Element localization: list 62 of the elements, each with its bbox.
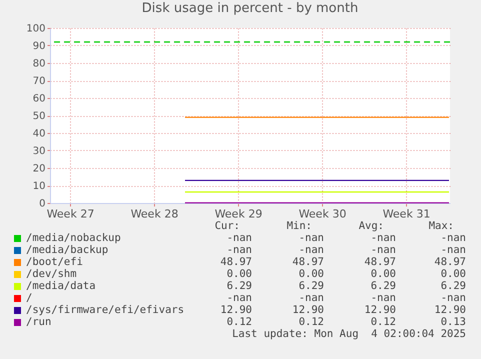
legend-label: /media/nobackup — [26, 232, 121, 244]
text: -nan — [440, 232, 466, 244]
legend-label: / — [26, 292, 32, 304]
text: 0.13 — [440, 316, 466, 328]
text: 0.00 — [226, 268, 252, 280]
x-tick-label: Week 29 — [214, 208, 262, 220]
y-tick-label: 50 — [32, 111, 46, 122]
x-tick-label: Week 28 — [130, 208, 178, 220]
y-tick-label: 20 — [32, 164, 46, 174]
text: 6.29 — [440, 280, 466, 292]
y-tick-label: 60 — [32, 94, 46, 104]
y-tick-label: 100 — [26, 24, 46, 34]
legend-label: /boot/efi — [26, 256, 83, 268]
legend-label: /media/data — [26, 280, 96, 292]
text: Min: — [286, 220, 312, 232]
legend-label: /sys/firmware/efi/efivars — [26, 304, 184, 316]
x-tick-label: Week 31 — [382, 208, 430, 220]
y-tick-label: 40 — [32, 128, 46, 140]
chart-title: Disk usage in percent - by month — [142, 1, 358, 16]
text: Avg: — [358, 220, 384, 232]
text: -nan — [226, 292, 252, 304]
text: 0.12 — [226, 316, 252, 328]
text: 48.97 — [364, 256, 396, 268]
text: -nan — [298, 232, 324, 244]
text: Last update: Mon Aug 4 02:00:04 2025 — [232, 328, 466, 340]
y-tick-label: 10 — [32, 181, 46, 192]
text: 0.00 — [298, 268, 324, 280]
text: Cur: — [214, 220, 240, 232]
text: -nan — [440, 292, 466, 304]
y-tick-label: 80 — [32, 58, 46, 70]
text: -nan — [226, 232, 252, 244]
y-tick-label: 90 — [32, 41, 46, 52]
text: -nan — [370, 232, 396, 244]
text: 6.29 — [226, 280, 252, 292]
text: 0.12 — [298, 316, 324, 328]
legend-label: /dev/shm — [26, 268, 77, 280]
text: 0.00 — [440, 268, 466, 280]
text: 12.90 — [292, 304, 324, 316]
text: 0.12 — [370, 316, 396, 328]
text: -nan — [370, 292, 396, 304]
text: -nan — [298, 244, 324, 256]
y-tick-label: 30 — [32, 146, 46, 157]
x-tick-label: Week 27 — [46, 208, 94, 220]
text: 0.00 — [370, 268, 396, 280]
y-tick-label: 70 — [32, 76, 46, 87]
text: 12.90 — [220, 304, 252, 316]
text: 12.90 — [434, 304, 466, 316]
legend-label: /media/backup — [26, 244, 108, 256]
text: 6.29 — [298, 280, 324, 292]
y-tick-label: 0 — [39, 198, 46, 210]
text: -nan — [370, 244, 396, 256]
legend-label: /run — [26, 316, 52, 328]
text: Max: — [428, 220, 454, 232]
text: 6.29 — [370, 280, 396, 292]
text: -nan — [440, 244, 466, 256]
text: 48.97 — [292, 256, 324, 268]
x-tick-label: Week 30 — [298, 208, 346, 220]
text: -nan — [298, 292, 324, 304]
text: 48.97 — [220, 256, 252, 268]
text: 12.90 — [364, 304, 396, 316]
text: 48.97 — [434, 256, 466, 268]
text: -nan — [226, 244, 252, 256]
